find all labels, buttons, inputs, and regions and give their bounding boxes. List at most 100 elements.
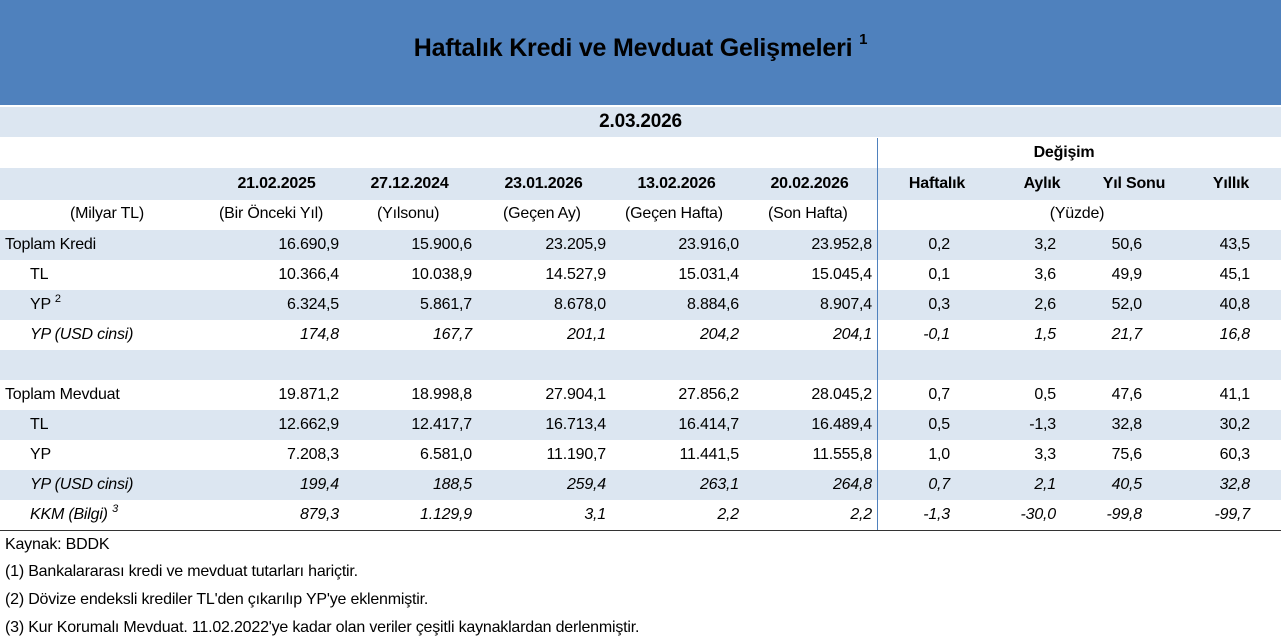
cell-value: 204,1 (832, 326, 872, 343)
row-label-text: Toplam Kredi (5, 236, 96, 253)
cell-value: 10.366,4 (278, 266, 339, 283)
cell-change: 32,8 (1219, 476, 1251, 493)
cell-value: 188,5 (432, 476, 472, 493)
cell-change: 45,1 (1219, 266, 1251, 283)
row-label: TL (30, 260, 48, 290)
cell-value: 8.884,6 (687, 296, 739, 313)
footnote: (1) Bankalararası kredi ve mevduat tutar… (5, 563, 358, 580)
footnote: (3) Kur Korumalı Mevduat. 11.02.2022'ye … (5, 619, 640, 636)
cell-change: 50,6 (1111, 236, 1143, 253)
cell-change: -30,0 (1020, 506, 1057, 523)
column-sub: (Son Hafta) (768, 205, 848, 222)
title: Haftalık Kredi ve Mevduat Gelişmeleri 1 (0, 32, 1281, 63)
column-divider (877, 138, 878, 530)
cell-value: 11.555,8 (812, 446, 873, 463)
cell-value: 15.031,4 (678, 266, 739, 283)
cell-change: 40,8 (1219, 296, 1251, 313)
cell-value: 27.904,1 (545, 386, 606, 403)
cell-value: 2,2 (850, 506, 872, 523)
cell-change: 52,0 (1111, 296, 1143, 313)
cell-change: 40,5 (1111, 476, 1143, 493)
row-band (0, 168, 1281, 201)
cell-value: 5.861,7 (420, 296, 472, 313)
row-label-text: YP (30, 446, 51, 463)
cell-change: 16,8 (1219, 326, 1251, 343)
row-label: YP 2 (30, 290, 61, 320)
row-label-text: TL (30, 416, 49, 433)
row-label: YP (30, 440, 51, 470)
cell-value: 167,7 (432, 326, 472, 343)
column-sub: (Bir Önceki Yıl) (219, 205, 324, 222)
cell-change: 3,2 (1034, 236, 1056, 253)
cell-value: 6.581,0 (420, 446, 472, 463)
row-label-text: YP (USD cinsi) (30, 476, 134, 493)
cell-value: 879,3 (299, 506, 339, 523)
cell-change: 2,1 (1034, 476, 1056, 493)
cell-value: 27.856,2 (678, 386, 739, 403)
cell-value: 2,2 (717, 506, 739, 523)
cell-change: 0,1 (928, 266, 950, 283)
cell-change: -99,7 (1214, 506, 1251, 523)
cell-value: 204,2 (699, 326, 739, 343)
column-sub: (Yılsonu) (377, 205, 440, 222)
cell-value: 15.900,6 (411, 236, 472, 253)
report-date: 2.03.2026 (599, 111, 682, 132)
cell-change: 21,7 (1111, 326, 1143, 343)
column-date: 13.02.2026 (637, 175, 716, 192)
cell-change: 0,5 (1034, 386, 1056, 403)
cell-change: -1,3 (923, 506, 950, 523)
cell-value: 12.417,7 (411, 416, 472, 433)
cell-change: 0,7 (928, 386, 950, 403)
row-label: Toplam Mevduat (5, 380, 120, 410)
row-band (0, 500, 1281, 531)
cell-value: 16.690,9 (278, 236, 339, 253)
row-label-text: TL (30, 266, 49, 283)
cell-value: 7.208,3 (287, 446, 339, 463)
cell-change: 60,3 (1219, 446, 1251, 463)
cell-value: 19.871,2 (278, 386, 339, 403)
change-header: Yıl Sonu (1102, 175, 1166, 192)
cell-value: 11.190,7 (546, 446, 607, 463)
group-header: Değişim (1033, 144, 1095, 161)
unit-label: (Milyar TL) (70, 205, 144, 222)
change-header: Yıllık (1212, 175, 1250, 192)
column-date: 23.01.2026 (504, 175, 583, 192)
column-date: 27.12.2024 (370, 175, 449, 192)
row-label-text: Toplam Mevduat (5, 386, 120, 403)
cell-change: 2,6 (1034, 296, 1056, 313)
column-date: 20.02.2026 (770, 175, 849, 192)
cell-value: 3,1 (584, 506, 606, 523)
cell-value: 23.916,0 (678, 236, 739, 253)
row-label: TL (30, 410, 48, 440)
cell-change: -99,8 (1106, 506, 1143, 523)
row-label-text: KKM (Bilgi) (30, 506, 108, 523)
footnote-mark: 2 (54, 293, 61, 305)
column-sub: (Geçen Hafta) (625, 205, 723, 222)
row-label: YP (USD cinsi) (30, 320, 133, 350)
cell-value: 264,8 (832, 476, 872, 493)
cell-change: 3,6 (1034, 266, 1056, 283)
cell-value: 174,8 (299, 326, 339, 343)
cell-change: 3,3 (1034, 446, 1056, 463)
cell-value: 23.952,8 (811, 236, 872, 253)
source: Kaynak: BDDK (5, 536, 110, 553)
column-date: 21.02.2025 (237, 175, 316, 192)
change-header: Aylık (1023, 175, 1061, 192)
row-label-text: YP (30, 296, 51, 313)
cell-change: 0,5 (928, 416, 950, 433)
cell-value: 10.038,9 (411, 266, 472, 283)
cell-value: 18.998,8 (411, 386, 472, 403)
cell-change: 0,2 (928, 236, 950, 253)
footnote-mark: 3 (112, 503, 118, 515)
row-band (0, 350, 1281, 381)
cell-value: 16.414,7 (678, 416, 739, 433)
cell-change: 0,3 (928, 296, 950, 313)
cell-value: 16.713,4 (545, 416, 606, 433)
cell-change: 43,5 (1219, 236, 1251, 253)
cell-value: 23.205,9 (545, 236, 606, 253)
cell-change: 49,9 (1111, 266, 1143, 283)
cell-change: 0,7 (928, 476, 950, 493)
cell-value: 1.129,9 (420, 506, 472, 523)
cell-value: 8.678,0 (554, 296, 606, 313)
